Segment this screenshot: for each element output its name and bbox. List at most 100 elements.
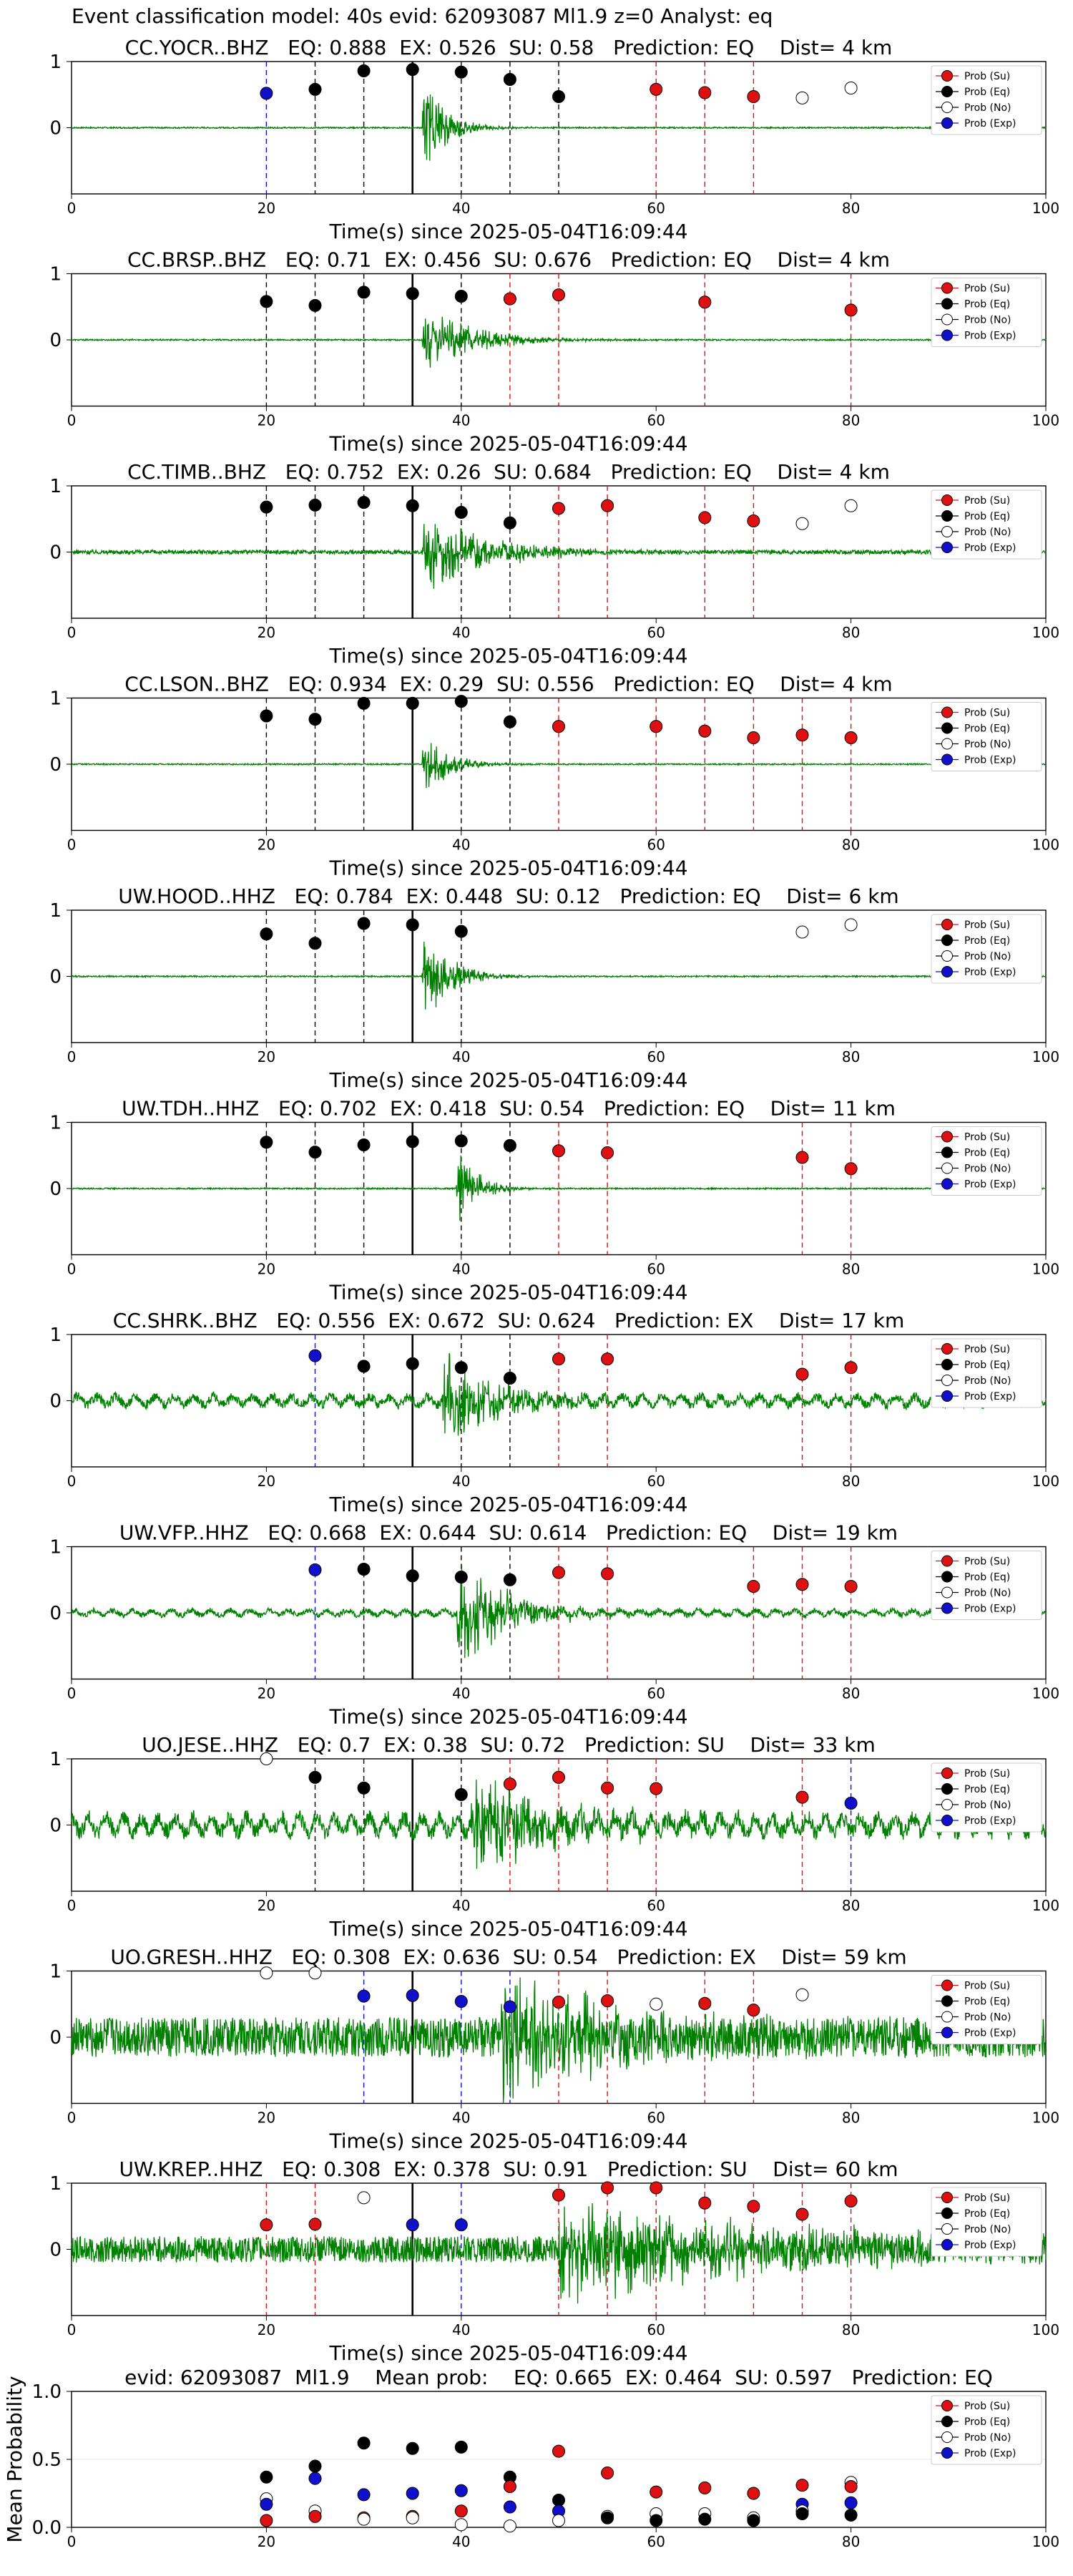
legend-label-exp: Prob (Exp) [964, 2240, 1016, 2251]
y-tick-label: 0.0 [32, 2517, 62, 2539]
legend-marker-no [941, 2011, 953, 2023]
prob-marker-su [650, 2181, 663, 2195]
legend-label-eq: Prob (Eq) [964, 511, 1010, 522]
prob-marker-eq [503, 1573, 516, 1586]
legend-label-eq: Prob (Eq) [964, 1360, 1010, 1371]
prob-marker-su [844, 1361, 858, 1375]
legend-marker-su [941, 2400, 953, 2411]
legend-box [931, 1762, 1042, 1833]
prob-marker-eq [357, 286, 371, 299]
legend-label-exp: Prob (Exp) [964, 118, 1016, 130]
station-panel: CC.YOCR..BHZ EQ: 0.888 EX: 0.526 SU: 0.5… [49, 36, 1059, 243]
prob-marker-exp [308, 1349, 322, 1362]
station-panel: CC.LSON..BHZ EQ: 0.934 EX: 0.29 SU: 0.55… [49, 673, 1059, 880]
prob-marker-su [844, 1580, 858, 1593]
x-tick-label: 0 [67, 412, 77, 429]
x-tick-label: 0 [67, 2533, 77, 2550]
prob-marker-su [552, 2444, 565, 2458]
x-tick-label: 100 [1032, 1048, 1059, 1065]
legend-marker-su [941, 1767, 953, 1779]
x-tick-label: 100 [1032, 2109, 1059, 2127]
station-panel: UO.JESE..HHZ EQ: 0.7 EX: 0.38 SU: 0.72 P… [49, 1733, 1059, 1941]
legend-label-su: Prob (Su) [964, 495, 1010, 507]
prob-marker-su [747, 2487, 760, 2500]
prob-marker-exp [454, 2218, 468, 2232]
legend-label-no: Prob (No) [964, 951, 1011, 962]
legend-marker-no [941, 1799, 953, 1810]
x-tick-label: 80 [842, 2533, 860, 2550]
prob-marker-eq [308, 1146, 322, 1159]
x-axis-label: Time(s) since 2025-05-04T16:09:44 [328, 1917, 687, 1941]
legend-label-eq: Prob (Eq) [964, 2416, 1010, 2428]
prob-marker-su [795, 2479, 809, 2492]
legend-label-exp: Prob (Exp) [964, 967, 1016, 978]
legend-label-su: Prob (Su) [964, 1981, 1010, 1992]
prob-marker-eq [503, 516, 516, 530]
panel-title: CC.YOCR..BHZ EQ: 0.888 EX: 0.526 SU: 0.5… [125, 36, 893, 59]
prob-marker-eq [454, 65, 468, 79]
prob-marker-eq [308, 2459, 322, 2473]
prob-marker-eq [454, 1571, 468, 1584]
y-tick-label: 0 [49, 754, 62, 776]
x-tick-label: 0 [67, 1685, 77, 1702]
prob-marker-no [552, 2514, 565, 2527]
x-tick-label: 80 [842, 1473, 860, 1490]
prob-marker-su [698, 296, 712, 309]
waveform-trace [71, 94, 1047, 161]
x-tick-label: 20 [258, 624, 275, 641]
legend-marker-eq [941, 1571, 953, 1583]
prob-marker-su [747, 90, 760, 104]
prob-marker-eq [844, 2508, 858, 2522]
prob-marker-no [357, 2512, 371, 2526]
prob-marker-eq [406, 2441, 419, 2455]
legend-marker-exp [941, 2447, 953, 2459]
x-tick-label: 20 [258, 200, 275, 217]
x-tick-label: 100 [1032, 1685, 1059, 1702]
x-tick-label: 100 [1032, 200, 1059, 217]
x-tick-label: 20 [258, 1048, 275, 1065]
prob-marker-eq [308, 298, 322, 312]
legend-box [931, 1975, 1042, 2044]
legend-label-su: Prob (Su) [964, 1768, 1010, 1780]
legend-label-no: Prob (No) [964, 1588, 1011, 1599]
x-tick-label: 60 [647, 2321, 665, 2338]
legend-label-eq: Prob (Eq) [964, 1572, 1010, 1584]
panel-title: CC.LSON..BHZ EQ: 0.934 EX: 0.29 SU: 0.55… [124, 673, 892, 696]
prob-marker-exp [308, 1563, 322, 1576]
legend-label-su: Prob (Su) [964, 708, 1010, 719]
prob-marker-su [698, 2481, 712, 2494]
legend-label-su: Prob (Su) [964, 283, 1010, 295]
legend-marker-exp [941, 117, 953, 129]
waveform-trace [71, 743, 1047, 789]
prob-marker-no [844, 82, 858, 94]
x-tick-label: 80 [842, 1261, 860, 1278]
legend-label-no: Prob (No) [964, 2012, 1011, 2024]
prob-marker-exp [406, 2487, 419, 2500]
legend-label-exp: Prob (Exp) [964, 2028, 1016, 2039]
prob-marker-eq [260, 709, 273, 723]
legend-marker-eq [941, 86, 953, 97]
x-tick-label: 60 [647, 1261, 665, 1278]
prob-marker-su [601, 1352, 614, 1366]
y-tick-label: 1 [49, 1537, 62, 1558]
legend-label-no: Prob (No) [964, 527, 1011, 538]
x-tick-label: 100 [1032, 2533, 1059, 2550]
x-tick-label: 60 [647, 1048, 665, 1065]
prob-marker-su [503, 2480, 516, 2493]
prob-marker-eq [406, 1569, 419, 1583]
prob-marker-no [357, 2191, 371, 2205]
prob-marker-su [795, 1578, 809, 1591]
prob-marker-su [552, 1144, 565, 1158]
station-panel: UO.GRESH..HHZ EQ: 0.308 EX: 0.636 SU: 0.… [49, 1946, 1059, 2153]
prob-marker-eq [406, 1135, 419, 1148]
prob-marker-no [795, 91, 809, 104]
waveform-trace [71, 1563, 1047, 1659]
prob-marker-su [844, 731, 858, 744]
x-tick-label: 60 [647, 836, 665, 854]
prob-marker-eq [454, 1361, 468, 1375]
prob-marker-eq [260, 2470, 273, 2484]
prob-marker-su [795, 728, 809, 742]
prob-marker-eq [357, 1138, 371, 1151]
x-tick-label: 60 [647, 200, 665, 217]
legend-label-no: Prob (No) [964, 739, 1011, 751]
